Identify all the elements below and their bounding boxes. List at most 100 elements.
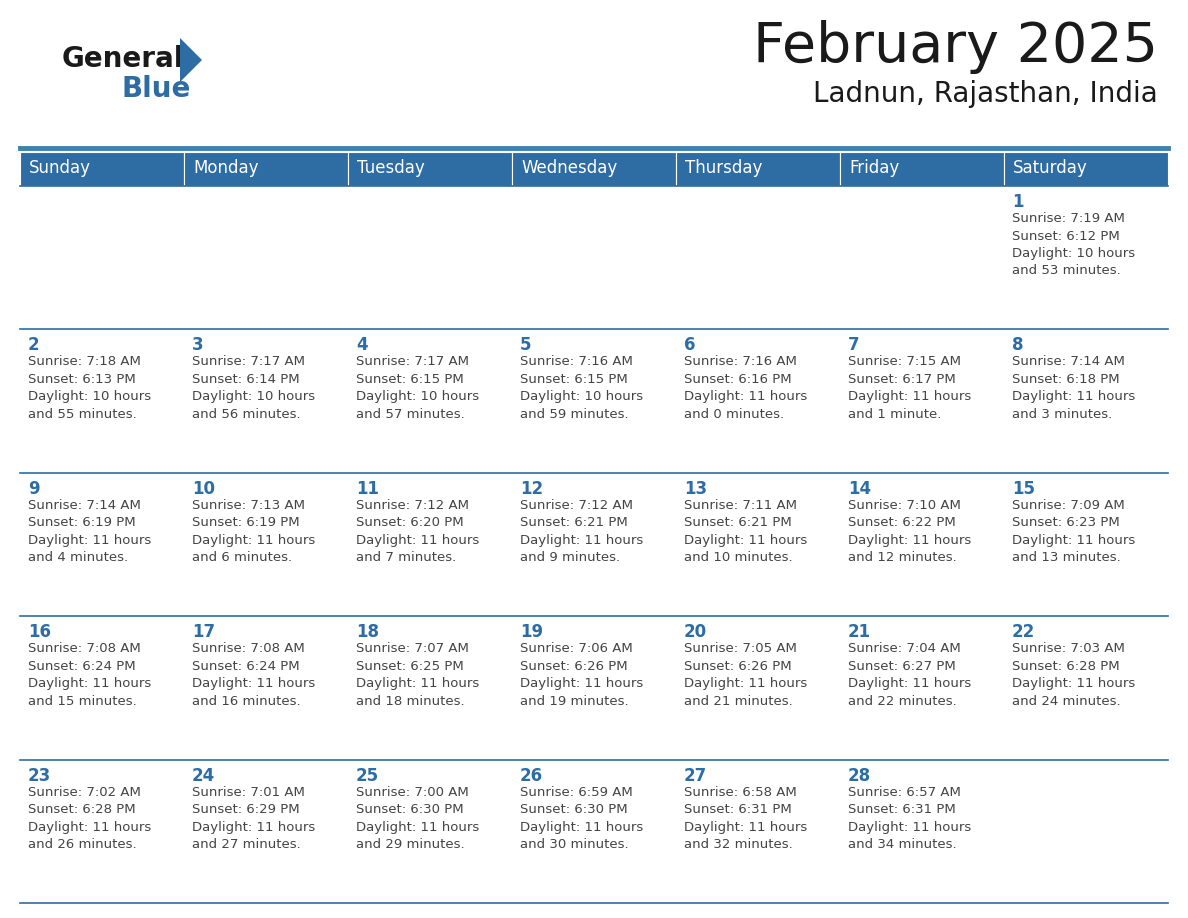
Text: Sunrise: 7:04 AM
Sunset: 6:27 PM
Daylight: 11 hours
and 22 minutes.: Sunrise: 7:04 AM Sunset: 6:27 PM Dayligh… [848,643,972,708]
Bar [20,330,184,473]
Text: Sunrise: 7:12 AM
Sunset: 6:20 PM
Daylight: 11 hours
and 7 minutes.: Sunrise: 7:12 AM Sunset: 6:20 PM Dayligh… [356,498,479,565]
Text: Sunrise: 7:13 AM
Sunset: 6:19 PM
Daylight: 11 hours
and 6 minutes.: Sunrise: 7:13 AM Sunset: 6:19 PM Dayligh… [192,498,315,565]
Text: Sunrise: 7:10 AM
Sunset: 6:22 PM
Daylight: 11 hours
and 12 minutes.: Sunrise: 7:10 AM Sunset: 6:22 PM Dayligh… [848,498,972,565]
Bar [676,759,840,903]
Text: Blue: Blue [122,75,191,103]
Bar [184,330,348,473]
Bar [676,616,840,759]
Text: 14: 14 [848,480,871,498]
Text: Ladnun, Rajasthan, India: Ladnun, Rajasthan, India [814,80,1158,108]
Text: Tuesday: Tuesday [358,159,425,177]
Bar [1004,330,1168,473]
Text: 5: 5 [520,336,531,354]
Text: 1: 1 [1012,193,1024,211]
Bar [512,330,676,473]
Text: Thursday: Thursday [685,159,763,177]
Text: 19: 19 [520,623,543,641]
Text: 21: 21 [848,623,871,641]
Text: Wednesday: Wednesday [522,159,618,177]
Text: 15: 15 [1012,480,1035,498]
Text: Sunrise: 7:08 AM
Sunset: 6:24 PM
Daylight: 11 hours
and 16 minutes.: Sunrise: 7:08 AM Sunset: 6:24 PM Dayligh… [192,643,315,708]
Bar [1004,152,1168,186]
Text: 8: 8 [1012,336,1024,354]
Bar [840,473,1004,616]
Bar [348,759,512,903]
Text: 2: 2 [29,336,39,354]
Bar [348,186,512,330]
Text: Sunrise: 7:06 AM
Sunset: 6:26 PM
Daylight: 11 hours
and 19 minutes.: Sunrise: 7:06 AM Sunset: 6:26 PM Dayligh… [520,643,643,708]
Bar [348,152,512,186]
Bar [512,473,676,616]
Text: Sunrise: 7:19 AM
Sunset: 6:12 PM
Daylight: 10 hours
and 53 minutes.: Sunrise: 7:19 AM Sunset: 6:12 PM Dayligh… [1012,212,1135,277]
Text: Sunrise: 6:58 AM
Sunset: 6:31 PM
Daylight: 11 hours
and 32 minutes.: Sunrise: 6:58 AM Sunset: 6:31 PM Dayligh… [684,786,808,851]
Text: 9: 9 [29,480,39,498]
Bar [840,759,1004,903]
Bar [184,759,348,903]
Text: Sunrise: 7:01 AM
Sunset: 6:29 PM
Daylight: 11 hours
and 27 minutes.: Sunrise: 7:01 AM Sunset: 6:29 PM Dayligh… [192,786,315,851]
Polygon shape [181,38,202,82]
Bar [348,330,512,473]
Text: Sunday: Sunday [29,159,91,177]
Text: Sunrise: 7:16 AM
Sunset: 6:16 PM
Daylight: 11 hours
and 0 minutes.: Sunrise: 7:16 AM Sunset: 6:16 PM Dayligh… [684,355,808,420]
Bar [512,616,676,759]
Bar [840,152,1004,186]
Text: 13: 13 [684,480,707,498]
Text: Sunrise: 7:15 AM
Sunset: 6:17 PM
Daylight: 11 hours
and 1 minute.: Sunrise: 7:15 AM Sunset: 6:17 PM Dayligh… [848,355,972,420]
Text: 28: 28 [848,767,871,785]
Text: Sunrise: 6:57 AM
Sunset: 6:31 PM
Daylight: 11 hours
and 34 minutes.: Sunrise: 6:57 AM Sunset: 6:31 PM Dayligh… [848,786,972,851]
Text: Sunrise: 7:12 AM
Sunset: 6:21 PM
Daylight: 11 hours
and 9 minutes.: Sunrise: 7:12 AM Sunset: 6:21 PM Dayligh… [520,498,643,565]
Text: 25: 25 [356,767,379,785]
Bar [512,759,676,903]
Text: 7: 7 [848,336,860,354]
Bar [1004,759,1168,903]
Text: Sunrise: 7:05 AM
Sunset: 6:26 PM
Daylight: 11 hours
and 21 minutes.: Sunrise: 7:05 AM Sunset: 6:26 PM Dayligh… [684,643,808,708]
Text: Sunrise: 7:03 AM
Sunset: 6:28 PM
Daylight: 11 hours
and 24 minutes.: Sunrise: 7:03 AM Sunset: 6:28 PM Dayligh… [1012,643,1136,708]
Text: 22: 22 [1012,623,1035,641]
Bar [1004,473,1168,616]
Text: 18: 18 [356,623,379,641]
Bar [840,186,1004,330]
Text: 17: 17 [192,623,215,641]
Text: Sunrise: 7:08 AM
Sunset: 6:24 PM
Daylight: 11 hours
and 15 minutes.: Sunrise: 7:08 AM Sunset: 6:24 PM Dayligh… [29,643,151,708]
Text: Sunrise: 7:07 AM
Sunset: 6:25 PM
Daylight: 11 hours
and 18 minutes.: Sunrise: 7:07 AM Sunset: 6:25 PM Dayligh… [356,643,479,708]
Bar [20,473,184,616]
Text: Sunrise: 7:02 AM
Sunset: 6:28 PM
Daylight: 11 hours
and 26 minutes.: Sunrise: 7:02 AM Sunset: 6:28 PM Dayligh… [29,786,151,851]
Bar [1004,186,1168,330]
Text: February 2025: February 2025 [753,20,1158,74]
Text: 16: 16 [29,623,51,641]
Text: Sunrise: 7:00 AM
Sunset: 6:30 PM
Daylight: 11 hours
and 29 minutes.: Sunrise: 7:00 AM Sunset: 6:30 PM Dayligh… [356,786,479,851]
Text: Sunrise: 6:59 AM
Sunset: 6:30 PM
Daylight: 11 hours
and 30 minutes.: Sunrise: 6:59 AM Sunset: 6:30 PM Dayligh… [520,786,643,851]
Bar [184,616,348,759]
Text: 26: 26 [520,767,543,785]
Text: Monday: Monday [192,159,259,177]
Text: Sunrise: 7:17 AM
Sunset: 6:15 PM
Daylight: 10 hours
and 57 minutes.: Sunrise: 7:17 AM Sunset: 6:15 PM Dayligh… [356,355,479,420]
Text: Sunrise: 7:09 AM
Sunset: 6:23 PM
Daylight: 11 hours
and 13 minutes.: Sunrise: 7:09 AM Sunset: 6:23 PM Dayligh… [1012,498,1136,565]
Text: Sunrise: 7:14 AM
Sunset: 6:19 PM
Daylight: 11 hours
and 4 minutes.: Sunrise: 7:14 AM Sunset: 6:19 PM Dayligh… [29,498,151,565]
Bar [676,186,840,330]
Bar [1004,616,1168,759]
Bar [512,152,676,186]
Bar [348,473,512,616]
Bar [20,186,184,330]
Text: General: General [62,45,184,73]
Text: 10: 10 [192,480,215,498]
Text: 12: 12 [520,480,543,498]
Text: 20: 20 [684,623,707,641]
Text: Sunrise: 7:16 AM
Sunset: 6:15 PM
Daylight: 10 hours
and 59 minutes.: Sunrise: 7:16 AM Sunset: 6:15 PM Dayligh… [520,355,643,420]
Text: 11: 11 [356,480,379,498]
Text: Friday: Friday [849,159,899,177]
Bar [676,473,840,616]
Bar [840,616,1004,759]
Text: 27: 27 [684,767,707,785]
Text: Sunrise: 7:14 AM
Sunset: 6:18 PM
Daylight: 11 hours
and 3 minutes.: Sunrise: 7:14 AM Sunset: 6:18 PM Dayligh… [1012,355,1136,420]
Text: 24: 24 [192,767,215,785]
Bar [20,616,184,759]
Bar [20,152,184,186]
Text: Saturday: Saturday [1013,159,1088,177]
Text: 6: 6 [684,336,695,354]
Text: 3: 3 [192,336,203,354]
Bar [676,330,840,473]
Text: 23: 23 [29,767,51,785]
Bar [348,616,512,759]
Bar [512,186,676,330]
